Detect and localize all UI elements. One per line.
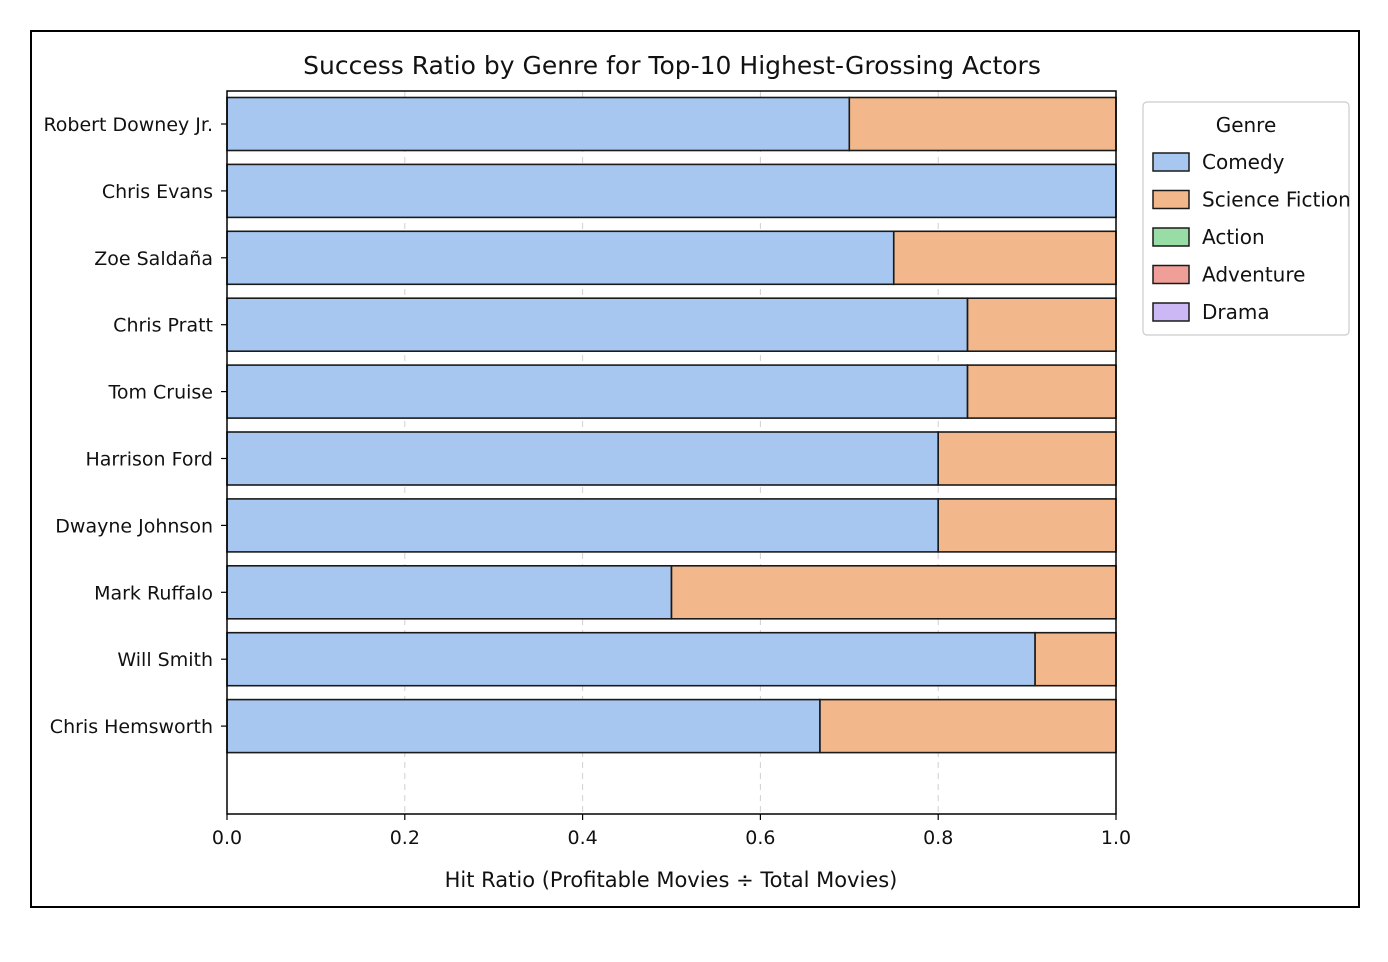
bar-science-fiction [848, 96, 1117, 152]
legend: Genre Comedy Science Fiction Action Adventu… [1142, 101, 1351, 336]
y-tick-label: Tom Cruise [107, 382, 213, 404]
legend-label: Comedy [1202, 150, 1285, 174]
bar-science-fiction [937, 498, 1117, 553]
bar-science-fiction [937, 431, 1117, 486]
legend-label: Drama [1202, 300, 1270, 324]
x-tick-label: 0.2 [390, 827, 420, 849]
y-tick-label: Chris Hemsworth [50, 716, 213, 738]
bar-science-fiction [892, 230, 1117, 286]
x-tick-label: 0.8 [923, 827, 953, 849]
x-tick-label: 0.6 [745, 827, 775, 849]
legend-label: Adventure [1202, 263, 1305, 287]
bar-comedy [226, 631, 1036, 687]
legend-items: Comedy Science Fiction Action Adventure Dram… [1152, 150, 1351, 324]
bar-comedy [226, 698, 821, 754]
bar-comedy [226, 564, 673, 620]
y-axis: Robert Downey Jr. Chris Evans Zoe Saldaña C… [43, 114, 227, 738]
y-tick-label: Robert Downey Jr. [43, 114, 213, 136]
y-tick-label: Chris Evans [102, 181, 213, 203]
legend-label: Science Fiction [1202, 188, 1351, 212]
bar-science-fiction [1034, 631, 1117, 687]
legend-swatch [1152, 189, 1190, 210]
bar-comedy [226, 431, 940, 486]
legend-title: Genre [1216, 113, 1277, 137]
x-tick-label: 1.0 [1101, 827, 1131, 849]
x-tick-label: 0.4 [567, 827, 597, 849]
legend-swatch [1152, 264, 1190, 285]
bar-science-fiction [819, 698, 1117, 754]
bar-comedy [226, 498, 940, 553]
bar-science-fiction [670, 564, 1117, 620]
bar-science-fiction [966, 364, 1117, 419]
bar-comedy [226, 364, 969, 419]
legend-swatch [1152, 302, 1190, 322]
bar-comedy [226, 163, 1117, 219]
bar-comedy [226, 230, 895, 286]
plot-area-frame [226, 90, 1117, 815]
y-tick-label: Zoe Saldaña [94, 248, 213, 270]
bar-science-fiction [966, 297, 1117, 353]
chart-svg: Success Ratio by Genre for Top-10 Highes… [43, 51, 1351, 892]
chart-frame: Success Ratio by Genre for Top-10 Highes… [30, 30, 1360, 908]
y-tick-label: Will Smith [117, 649, 213, 671]
x-tick-label: 0.0 [212, 827, 242, 849]
y-tick-label: Harrison Ford [85, 449, 213, 471]
y-tick-label: Mark Ruffalo [94, 582, 213, 604]
legend-swatch [1152, 152, 1190, 172]
x-axis: 0.0 0.2 0.4 0.6 0.8 1.0 [212, 814, 1131, 849]
legend-box [1142, 101, 1350, 336]
legend-label: Action [1202, 225, 1265, 249]
y-tick-label: Dwayne Johnson [55, 515, 213, 537]
y-tick-label: Chris Pratt [113, 315, 213, 337]
bar-comedy [226, 96, 851, 152]
legend-swatch [1152, 227, 1190, 247]
x-axis-label: Hit Ratio (Profitable Movies ÷ Total Mov… [445, 868, 898, 892]
bars [226, 96, 1117, 754]
chart-title: Success Ratio by Genre for Top-10 Highes… [303, 51, 1041, 80]
bar-comedy [226, 297, 969, 353]
